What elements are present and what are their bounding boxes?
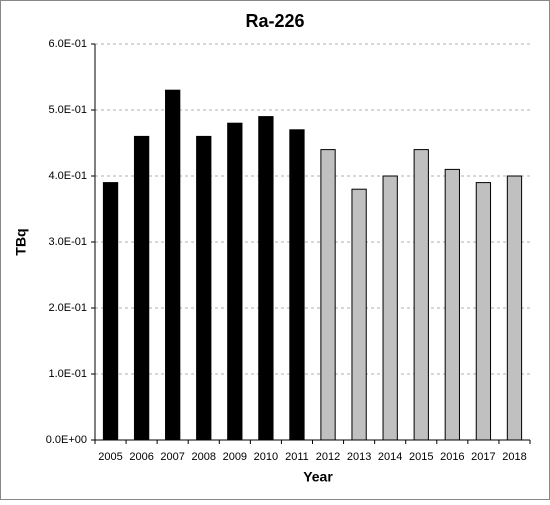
y-tick-label: 4.0E-01 (48, 170, 87, 182)
x-tick-label: 2012 (316, 451, 340, 463)
y-tick-label: 1.0E-01 (48, 368, 87, 380)
y-axis-title: TBq (13, 228, 29, 255)
x-tick-label: 2005 (98, 451, 122, 463)
bar (258, 116, 274, 441)
x-tick-label: 2015 (409, 451, 433, 463)
bar (506, 175, 523, 441)
x-tick-label: 2008 (192, 451, 216, 463)
x-tick-label: 2013 (347, 451, 371, 463)
x-tick-label: 2010 (254, 451, 278, 463)
x-tick-label: 2011 (285, 451, 309, 463)
x-tick-label: 2018 (502, 451, 526, 463)
x-tick-label: 2016 (440, 451, 464, 463)
x-tick-label: 2014 (378, 451, 402, 463)
bar (289, 129, 305, 441)
bar (133, 135, 150, 441)
x-tick-label: 2006 (129, 451, 153, 463)
y-tick-label: 0.0E+00 (46, 434, 87, 446)
bar (475, 182, 492, 441)
bar (102, 182, 119, 441)
bar (320, 149, 336, 441)
x-tick-label: 2007 (160, 451, 184, 463)
y-tick-label: 6.0E-01 (48, 38, 87, 50)
bar (444, 168, 460, 441)
x-tick-label: 2017 (471, 451, 495, 463)
bar (165, 89, 181, 441)
y-tick-label: 5.0E-01 (48, 104, 87, 116)
chart-title: Ra-226 (245, 11, 304, 31)
x-axis-title: Year (303, 469, 333, 485)
bar (382, 175, 398, 441)
y-tick-label: 2.0E-01 (48, 302, 87, 314)
bar (413, 149, 429, 441)
y-tick-label: 3.0E-01 (48, 236, 87, 248)
bar (227, 122, 243, 441)
bar (196, 135, 212, 441)
bar (351, 188, 367, 441)
x-tick-label: 2009 (223, 451, 247, 463)
